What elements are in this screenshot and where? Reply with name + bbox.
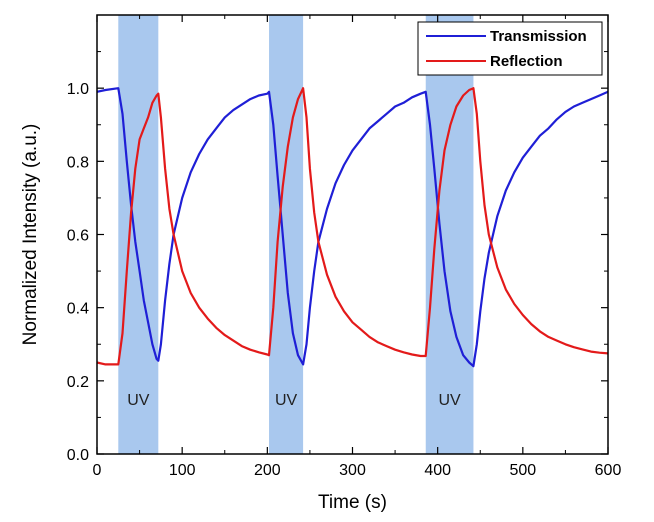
y-tick-label: 0.8	[67, 154, 89, 171]
x-tick-label: 500	[509, 462, 536, 479]
legend: Transmission Reflection	[417, 21, 603, 76]
y-tick-label: 0.2	[67, 374, 89, 391]
series-line-reflection	[96, 87, 609, 366]
legend-label-reflection: Reflection	[490, 53, 563, 70]
uv-band-1	[118, 15, 159, 454]
uv-band-label-3: UV	[438, 392, 461, 409]
uv-band-3	[425, 15, 474, 454]
axis-ticks	[96, 15, 609, 455]
x-tick-label: 100	[169, 462, 196, 479]
y-tick-label: 0.0	[67, 447, 89, 464]
x-tick-label: 400	[424, 462, 451, 479]
y-tick-label: 0.6	[67, 228, 89, 245]
series-lines	[96, 87, 609, 368]
series-line-transmission	[96, 87, 609, 368]
x-tick-label: 0	[93, 462, 102, 479]
uv-band-label-2: UV	[275, 392, 298, 409]
uv-band-label-1: UV	[127, 392, 150, 409]
legend-box	[417, 21, 603, 76]
y-tick-label: 1.0	[67, 81, 89, 98]
legend-label-transmission: Transmission	[490, 28, 587, 45]
x-tick-label: 600	[595, 462, 622, 479]
y-tick-label: 0.4	[67, 301, 89, 318]
y-axis-title: Normalized Intensity (a.u.)	[20, 124, 41, 346]
uv-band-2	[269, 15, 304, 454]
x-axis-title: Time (s)	[318, 492, 387, 513]
x-tick-label: 200	[254, 462, 281, 479]
x-tick-label: 300	[339, 462, 366, 479]
uv-bands: UV UV UV	[118, 15, 474, 454]
axis-tick-labels: 0 100 200 300 400 500 600 0.0 0.2 0.4 0.6 0.8 1.0	[67, 81, 622, 479]
